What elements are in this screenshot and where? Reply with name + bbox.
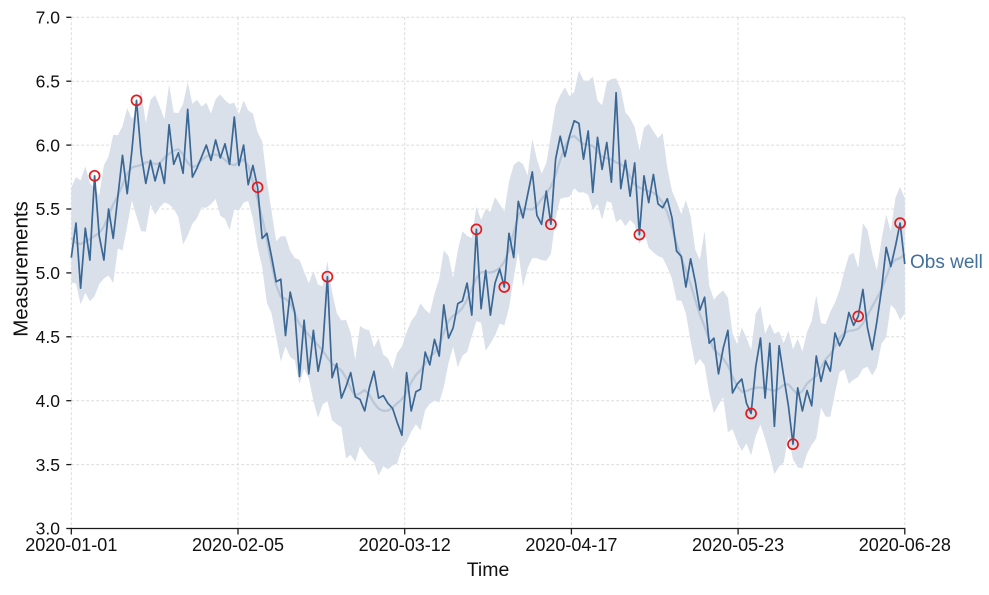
svg-text:5.5: 5.5: [36, 199, 60, 219]
svg-text:3.0: 3.0: [36, 519, 61, 539]
svg-text:2020-05-23: 2020-05-23: [692, 535, 784, 555]
svg-text:2020-04-17: 2020-04-17: [525, 535, 617, 555]
svg-text:5.0: 5.0: [36, 263, 61, 283]
svg-text:2020-02-05: 2020-02-05: [192, 535, 284, 555]
svg-text:2020-06-28: 2020-06-28: [859, 535, 951, 555]
svg-text:Time: Time: [467, 559, 510, 581]
svg-text:4.0: 4.0: [36, 391, 61, 411]
svg-text:2020-03-12: 2020-03-12: [359, 535, 451, 555]
svg-text:6.5: 6.5: [36, 71, 60, 91]
svg-text:Measurements: Measurements: [10, 201, 33, 337]
svg-text:2020-01-01: 2020-01-01: [25, 535, 117, 555]
svg-text:Obs well: Obs well: [910, 252, 983, 273]
svg-text:4.5: 4.5: [36, 327, 60, 347]
svg-text:6.0: 6.0: [36, 135, 61, 155]
svg-text:3.5: 3.5: [36, 455, 60, 475]
svg-text:7.0: 7.0: [36, 8, 61, 28]
